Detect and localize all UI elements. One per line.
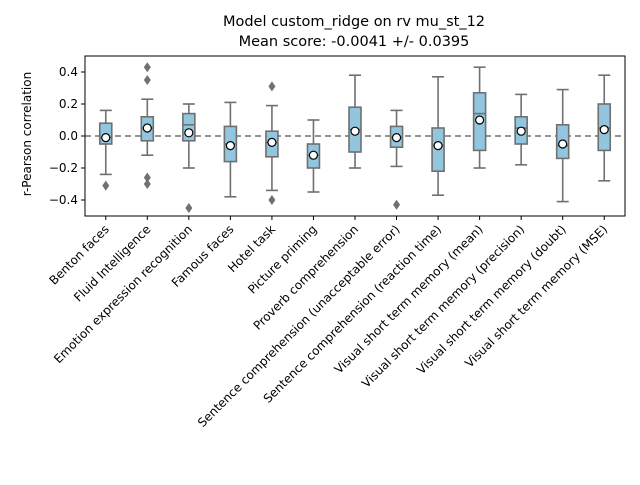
outlier-point [143,172,151,183]
y-axis-label: r-Pearson correlation [20,72,34,196]
outlier-point [393,199,401,210]
mean-marker [308,150,319,160]
mean-marker [558,139,568,149]
mean-marker [391,133,402,143]
y-tick-label: −0.4 [49,193,78,207]
outlier-point [143,75,151,85]
y-tick-label: 0.0 [59,129,78,143]
outlier-point [268,195,276,205]
y-tick-label: 0.4 [59,65,78,79]
y-tick-label: −0.2 [49,161,78,175]
mean-marker [225,141,235,151]
mean-marker [101,133,111,143]
mean-marker [475,115,485,125]
outlier-point [185,203,193,213]
chart-subtitle: Mean score: -0.0041 +/- 0.0395 [239,34,470,50]
outlier-point [268,81,276,92]
y-tick-label: 0.2 [59,97,78,111]
mean-marker [516,126,526,136]
axes-frame [84,55,626,217]
outlier-point [143,179,151,189]
mean-marker [350,126,360,136]
chart-title: Model custom_ridge on rv mu_st_12 [223,14,485,30]
mean-marker [142,123,152,133]
mean-marker [433,141,443,151]
mean-marker [184,128,194,138]
outlier-point [102,180,110,191]
mean-marker [599,125,609,135]
outlier-point [143,62,151,73]
mean-marker [267,137,277,147]
